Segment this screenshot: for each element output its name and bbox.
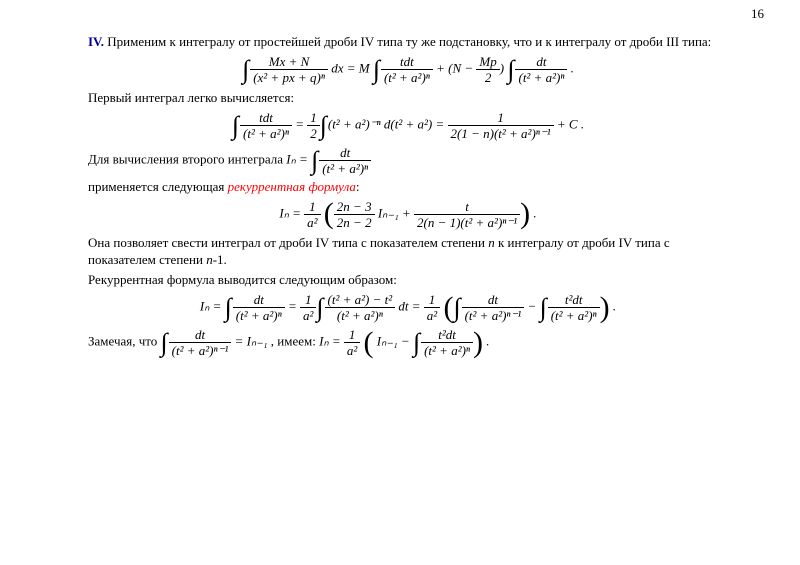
eq5-result: Iₙ = 1a² ( Iₙ₋₁ − ∫t²dt(t² + a²)ⁿ) . [319, 328, 489, 357]
p3-prefix: Для вычисления второго интеграла [88, 151, 286, 166]
paragraph-6: Рекуррентная формула выводится следующим… [88, 272, 728, 289]
highlight-recurrent-formula: рекуррентная формула [228, 179, 356, 194]
p4-prefix: применяется следующая [88, 179, 228, 194]
p7-prefix: Замечая, что [88, 334, 161, 349]
equation-4: Iₙ = ∫dt(t² + a²)ⁿ = 1a²∫(t² + a²) − t²(… [88, 293, 728, 322]
p7-mid: , имеем: [271, 334, 319, 349]
equation-2: ∫tdt(t² + a²)ⁿ = 12∫(t² + a²)⁻ⁿ d(t² + a… [88, 111, 728, 140]
p4-suffix: : [356, 179, 360, 194]
paragraph-2: Первый интеграл легко вычисляется: [88, 90, 728, 107]
document-body: IV. Применим к интегралу от простейшей д… [88, 34, 728, 361]
paragraph-1: IV. Применим к интегралу от простейшей д… [88, 34, 728, 51]
p1-text: Применим к интегралу от простейшей дроби… [104, 34, 711, 49]
equation-3: Iₙ = 1a² (2n − 32n − 2 Iₙ₋₁ + t2(n − 1)(… [88, 200, 728, 229]
equation-1: ∫Mx + N(x² + px + q)ⁿ dx = M ∫tdt(t² + a… [88, 55, 728, 84]
p5-a: Она позволяет свести интеграл от дроби I… [88, 235, 488, 250]
paragraph-4: применяется следующая рекуррентная форму… [88, 179, 728, 196]
eq5-note: ∫dt(t² + a²)ⁿ⁻¹ = Iₙ₋₁ [161, 328, 268, 357]
paragraph-7: Замечая, что ∫dt(t² + a²)ⁿ⁻¹ = Iₙ₋₁ , им… [88, 328, 728, 357]
In-definition: Iₙ = ∫dt(t² + a²)ⁿ [286, 146, 371, 175]
page-number: 16 [751, 6, 764, 22]
p5-end: -1. [213, 252, 227, 267]
paragraph-5: Она позволяет свести интеграл от дроби I… [88, 235, 728, 269]
roman-numeral-iv: IV. [88, 34, 104, 49]
paragraph-3: Для вычисления второго интеграла Iₙ = ∫d… [88, 146, 728, 175]
